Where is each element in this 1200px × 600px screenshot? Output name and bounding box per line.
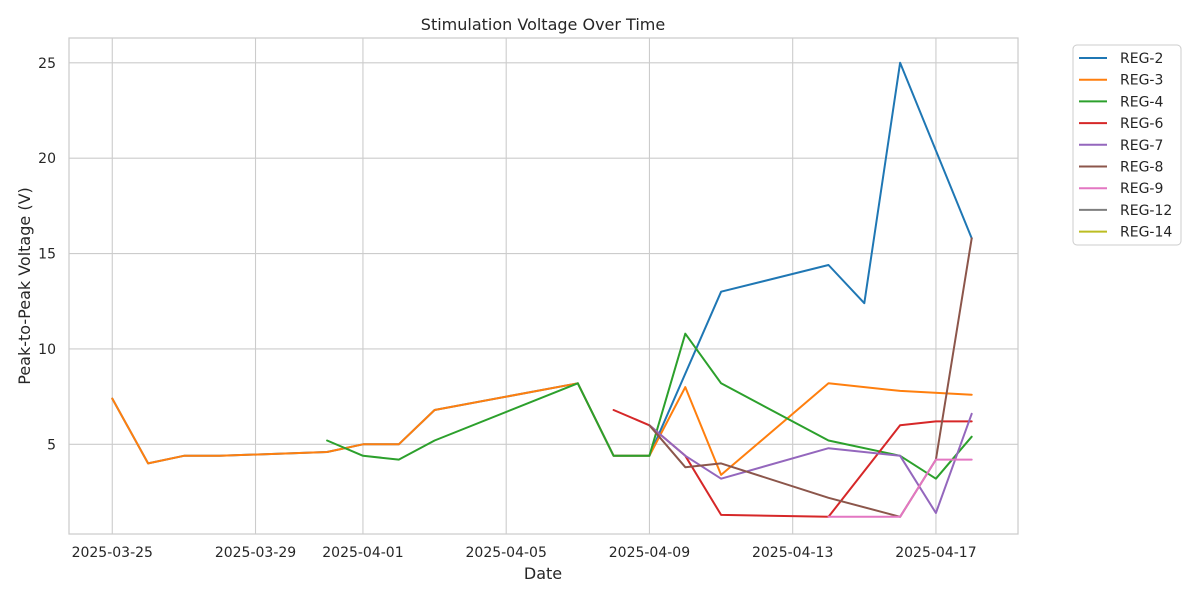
legend-entry: REG-6	[1120, 116, 1163, 132]
x-tick-label: 2025-04-01	[322, 545, 403, 561]
x-axis-ticks: 2025-03-25 2025-03-29 2025-04-01 2025-04-05…	[72, 545, 977, 561]
x-tick-label: 2025-03-25	[72, 545, 153, 561]
chart-title: Stimulation Voltage Over Time	[421, 15, 665, 34]
x-tick-label: 2025-04-17	[895, 545, 976, 561]
y-tick-label: 10	[38, 342, 56, 358]
legend: REG-2 REG-3 REG-4 REG-6 REG-7 REG-8 REG-9 REG-1…	[1072, 44, 1182, 246]
plot-frame	[68, 37, 1019, 535]
y-tick-label: 20	[38, 151, 56, 167]
y-tick-label: 25	[38, 56, 56, 72]
y-tick-label: 5	[47, 437, 56, 453]
series-line-reg-9	[827, 458, 973, 518]
legend-entry: REG-9	[1120, 181, 1163, 197]
legend-entry: REG-4	[1120, 94, 1163, 110]
y-tick-label: 15	[38, 247, 56, 263]
grid	[69, 38, 1018, 534]
y-axis-ticks: 5 10 15 20 25	[38, 56, 56, 454]
legend-entry: REG-8	[1120, 160, 1163, 176]
legend-entry: REG-14	[1120, 225, 1172, 241]
x-tick-label: 2025-03-29	[215, 545, 296, 561]
x-axis-label: Date	[524, 564, 562, 583]
y-axis-label: Peak-to-Peak Voltage (V)	[15, 187, 34, 385]
x-tick-label: 2025-04-09	[609, 545, 690, 561]
legend-entry: REG-2	[1120, 51, 1163, 67]
series-lines	[111, 61, 973, 518]
legend-entry: REG-7	[1120, 138, 1163, 154]
x-tick-label: 2025-04-05	[466, 545, 547, 561]
legend-entry: REG-12	[1120, 203, 1172, 219]
series-line-reg-3	[111, 382, 973, 476]
legend-box	[1072, 44, 1182, 246]
series-line-reg-2	[111, 61, 973, 465]
series-line-reg-7	[648, 412, 973, 514]
x-tick-label: 2025-04-13	[752, 545, 833, 561]
legend-entry: REG-3	[1120, 73, 1163, 89]
